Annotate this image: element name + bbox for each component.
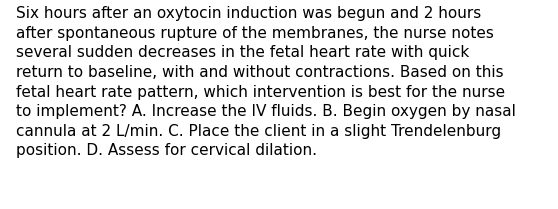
Text: Six hours after an oxytocin induction was begun and 2 hours
after spontaneous ru: Six hours after an oxytocin induction wa… — [16, 6, 516, 158]
